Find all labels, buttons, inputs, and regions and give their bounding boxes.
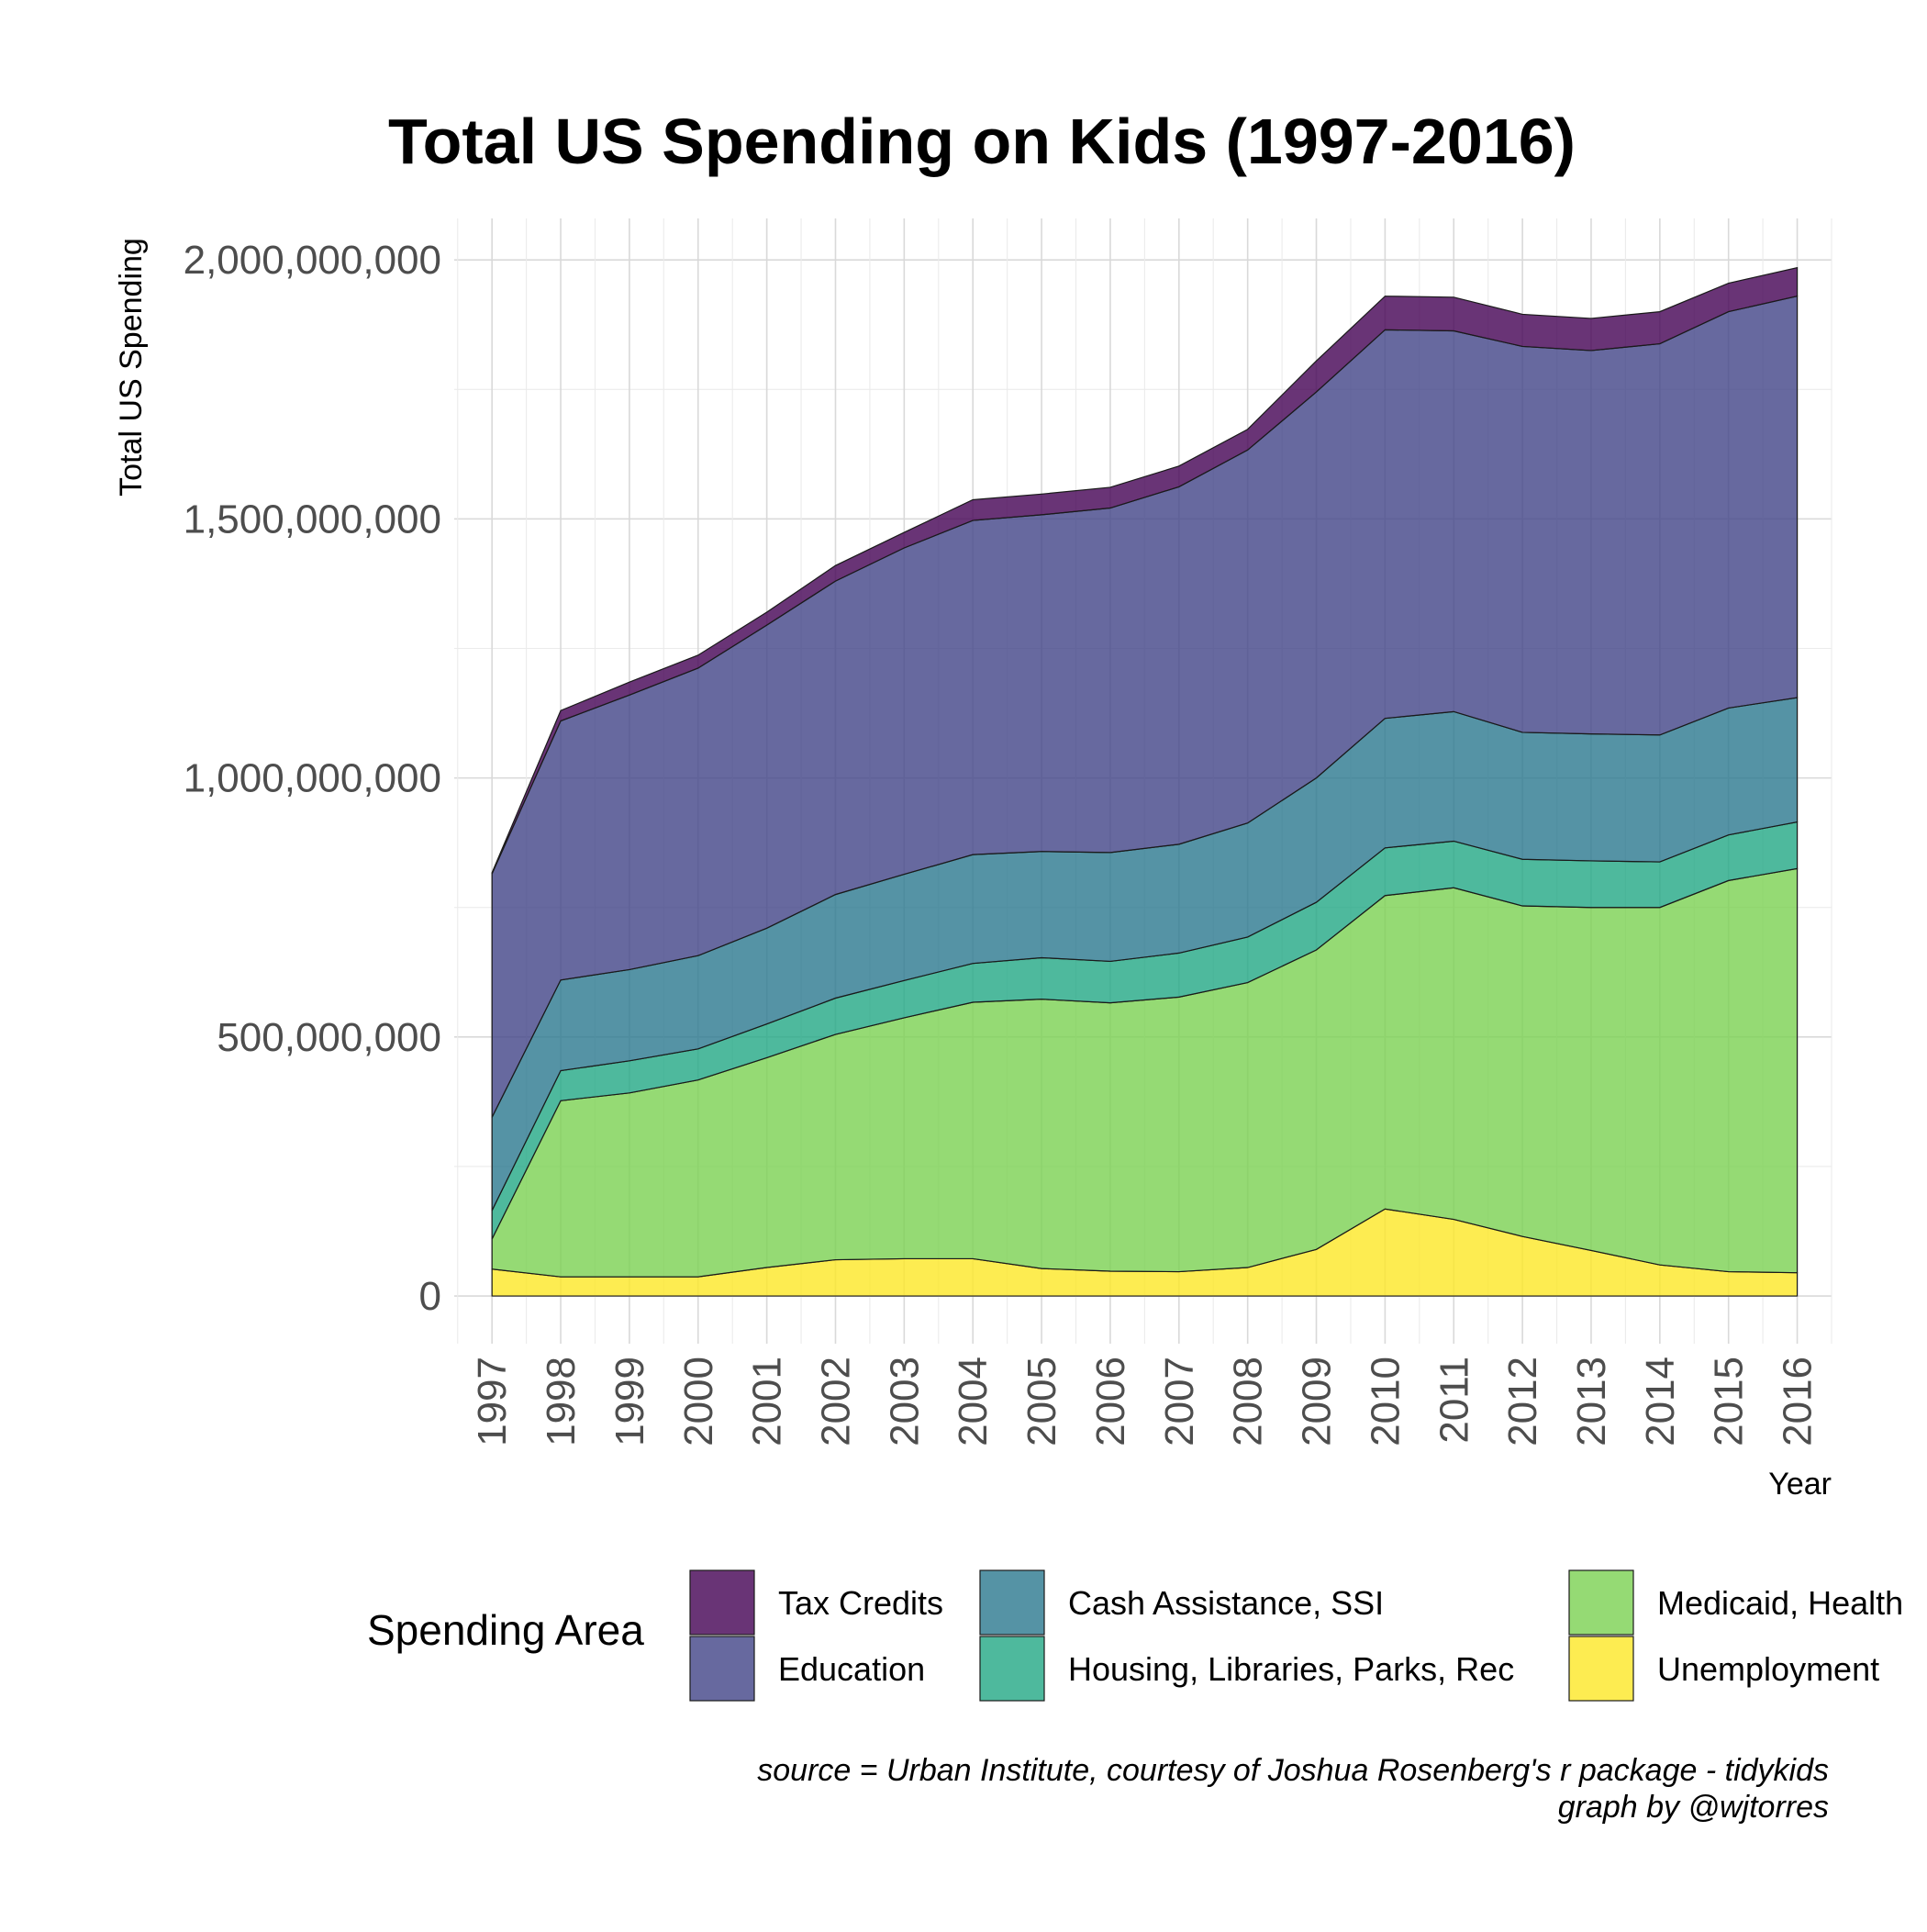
legend-label-education: Education: [778, 1650, 925, 1688]
x-tick-label: 2009: [1295, 1357, 1340, 1446]
legend-label-housing-libraries-parks-rec: Housing, Libraries, Parks, Rec: [1068, 1650, 1514, 1688]
x-tick-label: 2016: [1776, 1357, 1821, 1446]
legend-label-cash-assistance-ssi: Cash Assistance, SSI: [1068, 1584, 1384, 1622]
caption-credit: graph by @wjtorres: [1558, 1790, 1829, 1825]
x-axis-title: Year: [1768, 1467, 1832, 1502]
x-tick-label: 1997: [470, 1357, 515, 1446]
x-axis-ticks: 1997 1998 1999 2000 2001 2002 2003 2004 2005 2006…: [470, 1357, 1820, 1446]
x-tick-label: 2012: [1500, 1357, 1545, 1446]
area-tax-credits: [491, 266, 1799, 875]
y-tick-label: 2,000,000,000: [184, 238, 441, 283]
y-tick-label: 0: [419, 1274, 441, 1319]
legend-title: Spending Area: [367, 1606, 644, 1654]
x-tick-label: 2013: [1569, 1357, 1614, 1446]
x-tick-label: 1999: [607, 1357, 652, 1446]
y-tick-label: 1,500,000,000: [184, 497, 441, 542]
legend: Tax Credits Education Cash Assistance, SSI…: [689, 1569, 1903, 1702]
x-tick-label: 2008: [1226, 1357, 1271, 1446]
y-tick-label: 500,000,000: [217, 1015, 441, 1060]
area-series-layer: [491, 266, 1799, 1297]
x-tick-label: 2015: [1707, 1357, 1752, 1446]
y-axis-ticks: 0 500,000,000 1,000,000,000 1,500,000,000 2,…: [184, 238, 441, 1319]
x-tick-label: 2011: [1431, 1357, 1476, 1444]
legend-label-tax-credits: Tax Credits: [778, 1584, 943, 1622]
x-tick-label: 2007: [1157, 1357, 1202, 1446]
legend-key-medicaid-health: [1568, 1569, 1634, 1636]
x-tick-label: 2000: [676, 1357, 721, 1446]
x-tick-label: 1998: [539, 1357, 584, 1446]
x-tick-label: 2006: [1088, 1357, 1133, 1446]
legend-key-tax-credits: [689, 1569, 755, 1636]
x-tick-label: 2004: [951, 1357, 996, 1446]
x-tick-label: 2001: [745, 1357, 790, 1446]
y-tick-label: 1,000,000,000: [184, 756, 441, 801]
x-tick-label: 2014: [1638, 1357, 1683, 1446]
x-tick-label: 2005: [1019, 1357, 1064, 1446]
legend-label-unemployment: Unemployment: [1657, 1650, 1879, 1688]
y-axis-title: Total US Spending: [114, 238, 149, 497]
legend-key-unemployment: [1568, 1636, 1634, 1702]
x-tick-label: 2010: [1363, 1357, 1408, 1446]
chart-title: Total US Spending on Kids (1997-2016): [388, 106, 1576, 177]
x-tick-label: 2002: [813, 1357, 858, 1446]
legend-key-cash-assistance-ssi: [979, 1569, 1045, 1636]
legend-key-education: [689, 1636, 755, 1702]
legend-label-medicaid-health: Medicaid, Health: [1657, 1584, 1903, 1622]
caption-source: source = Urban Institute, courtesy of Jo…: [757, 1753, 1829, 1788]
legend-key-housing-libraries-parks-rec: [979, 1636, 1045, 1702]
x-tick-label: 2003: [882, 1357, 927, 1446]
